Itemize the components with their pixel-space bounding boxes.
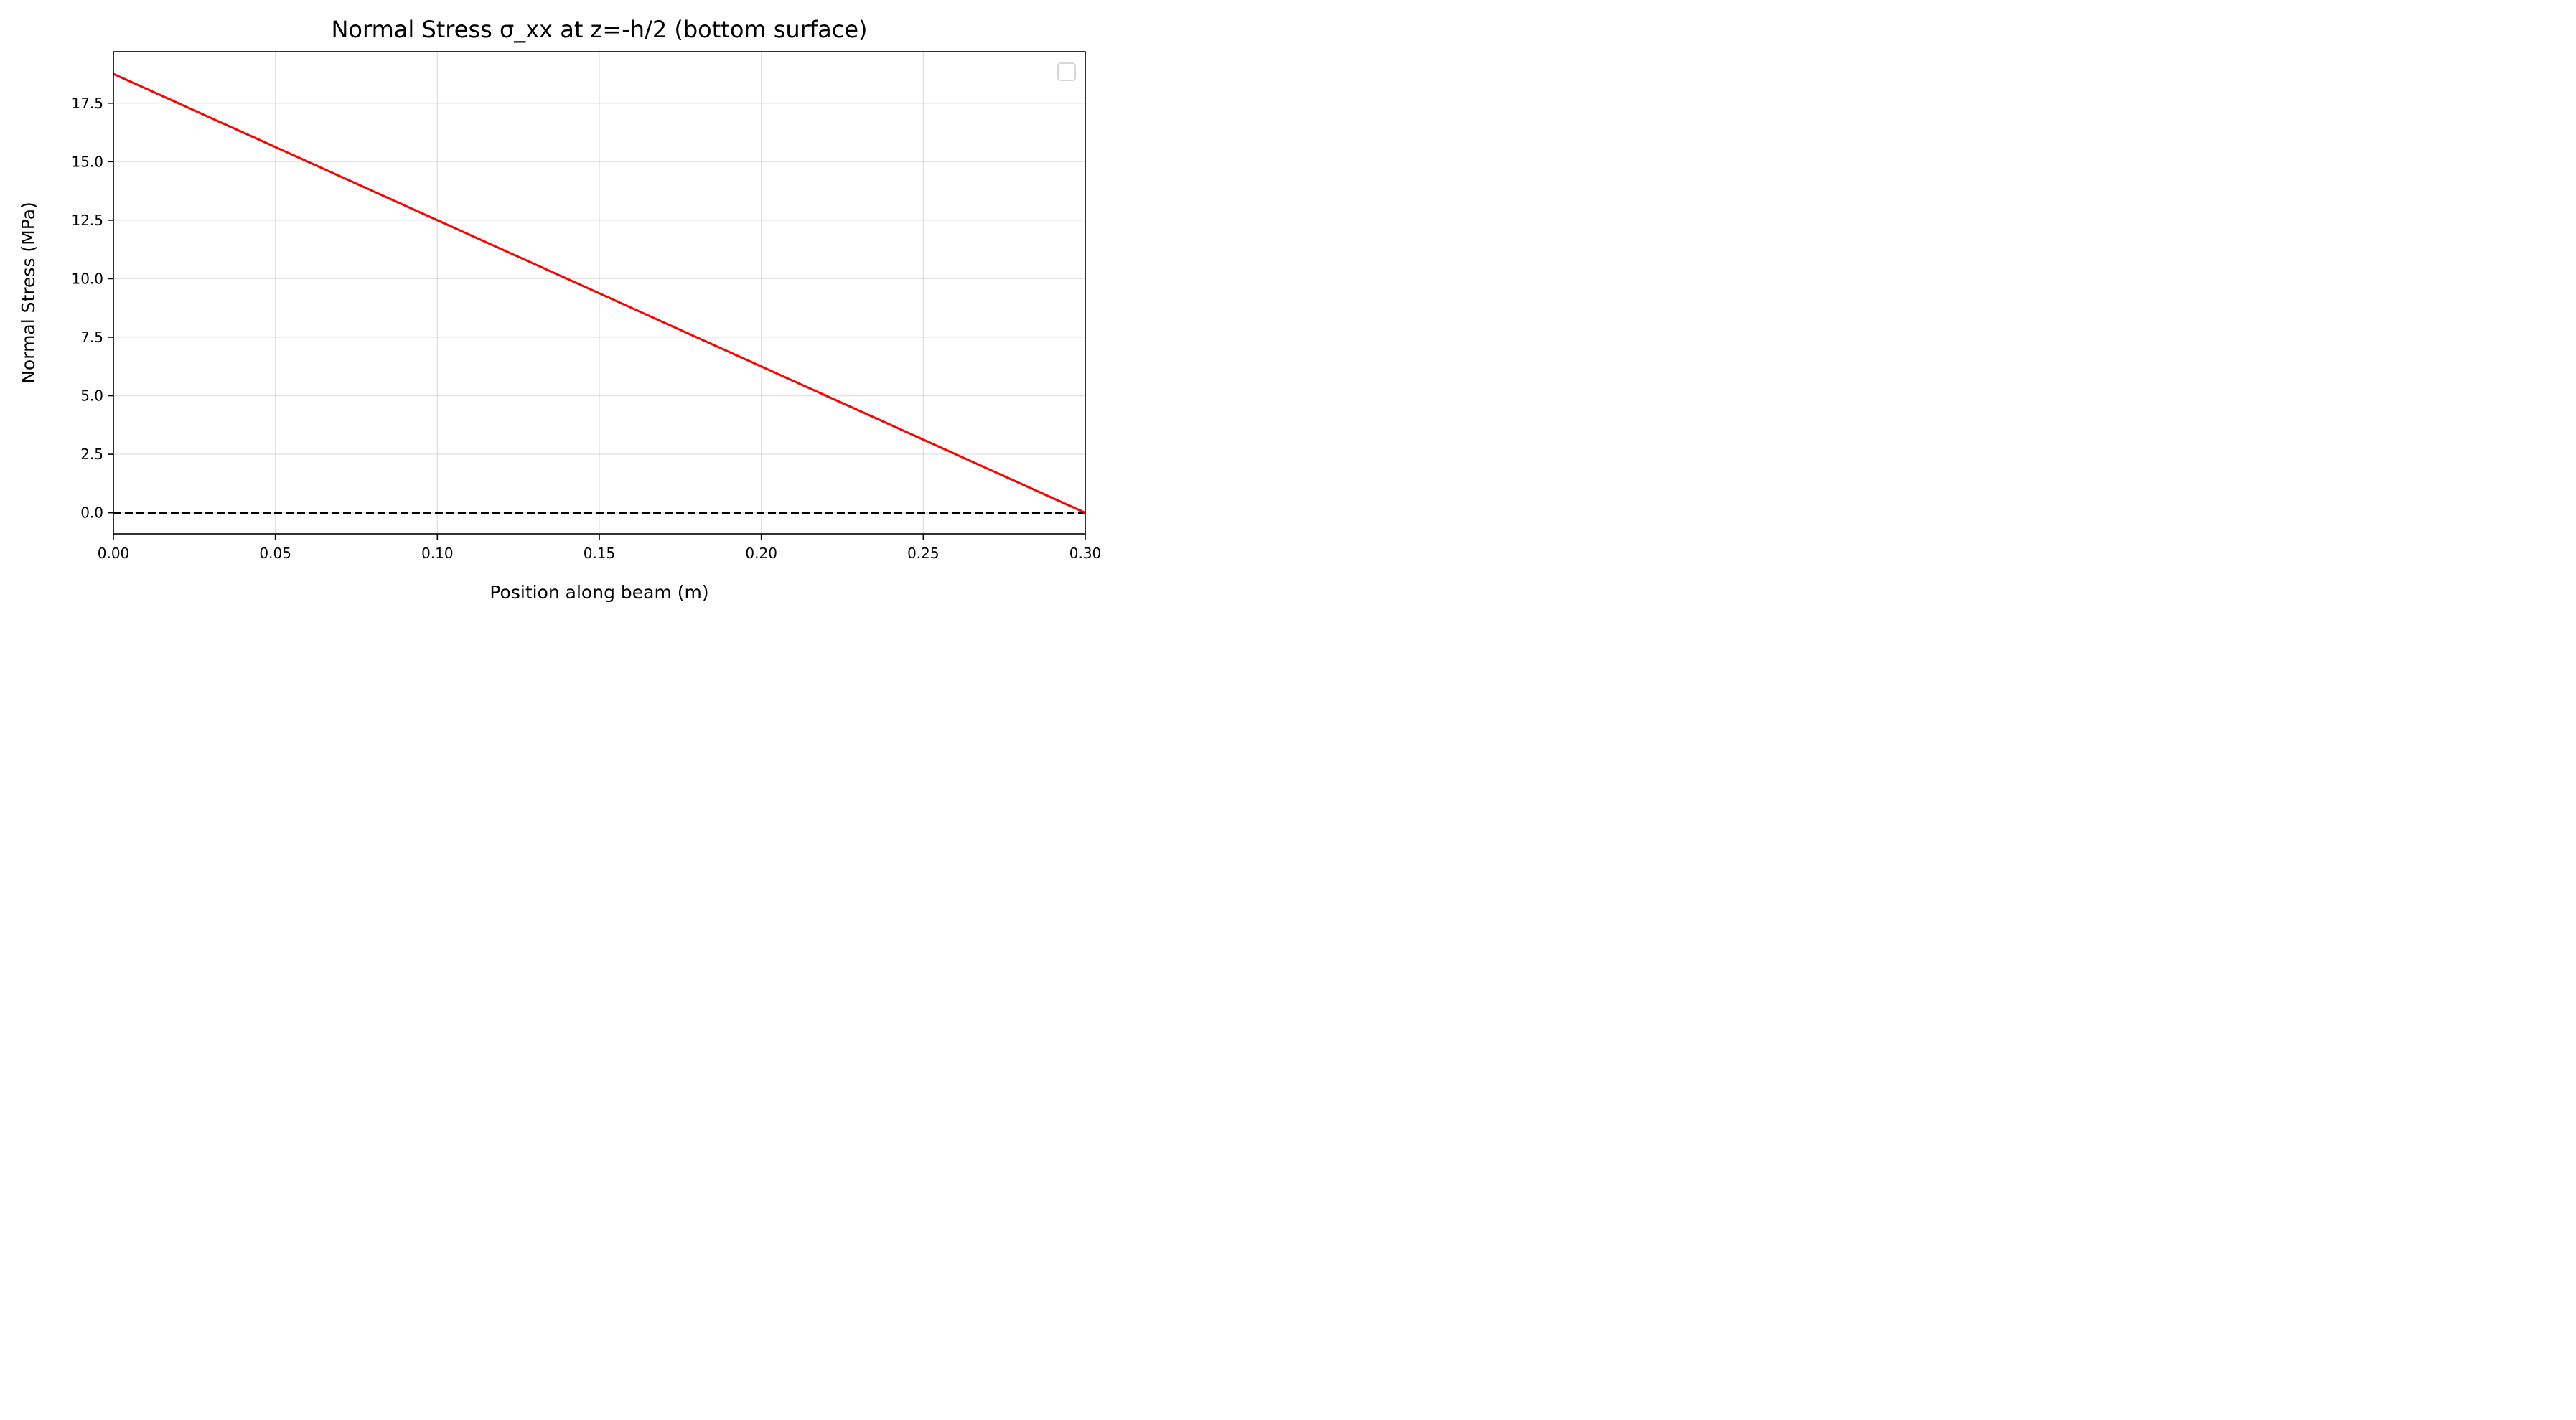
y-tick-label: 2.5 (80, 446, 103, 463)
y-tick-label: 0.0 (80, 504, 103, 522)
y-tick-label: 5.0 (80, 387, 103, 405)
y-axis-label: Normal Stress (MPa) (18, 202, 39, 384)
x-tick-label: 0.05 (259, 545, 291, 562)
x-tick-label: 0.30 (1069, 545, 1102, 562)
x-axis-label: Position along beam (m) (490, 582, 708, 603)
series-group (113, 72, 1086, 514)
y-tick-label: 7.5 (80, 329, 103, 346)
chart: 0.00 0.05 0.10 0.15 0.20 0.25 0.30 0.0 2.5 5.0 7.5… (0, 0, 1125, 621)
ticks: 0.00 0.05 0.10 0.15 0.20 0.25 0.30 0.0 2.5 5.0 7.5… (71, 95, 1101, 562)
legend-box (1057, 62, 1076, 81)
y-tick-label: 15.0 (71, 153, 103, 170)
y-tick-label: 12.5 (71, 212, 103, 229)
figure-background (0, 0, 1125, 621)
y-tick-label: 10.0 (71, 270, 103, 287)
stress-line (113, 72, 1086, 514)
x-tick-label: 0.15 (584, 545, 616, 562)
chart-title: Normal Stress σ_xx at z=-h/2 (bottom sur… (331, 16, 867, 43)
grid (113, 52, 1086, 534)
x-tick-label: 0.20 (745, 545, 777, 562)
y-tick-label: 17.5 (71, 95, 103, 112)
x-tick-label: 0.10 (421, 545, 454, 562)
x-tick-label: 0.00 (98, 545, 130, 562)
x-tick-label: 0.25 (907, 545, 940, 562)
